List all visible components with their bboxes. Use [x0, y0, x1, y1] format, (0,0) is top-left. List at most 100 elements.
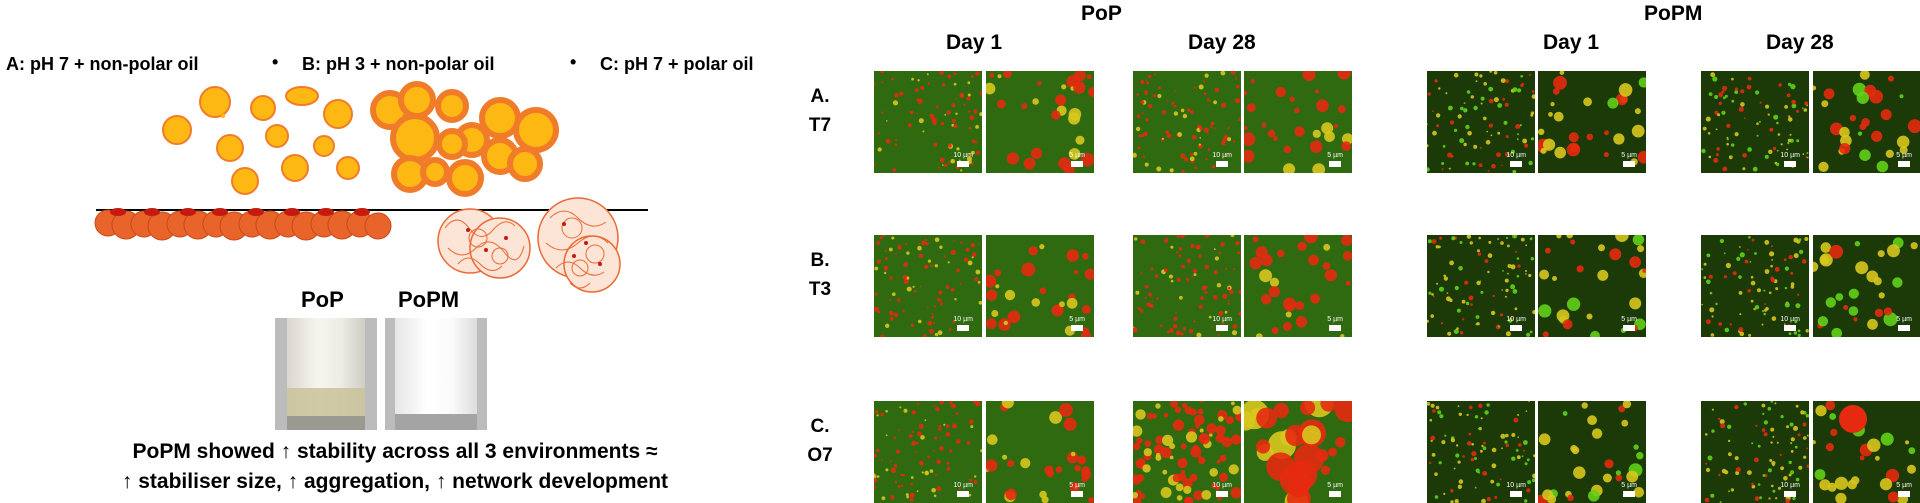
row-label-a: A. T7: [800, 82, 840, 140]
micrograph-tile: 10 µm: [874, 235, 982, 337]
group-label-popm: PoPM: [1644, 2, 1702, 26]
scale-bar-line: [1071, 161, 1083, 167]
scale-bar-label: 5 µm: [1069, 152, 1085, 160]
scale-bar-line: [1784, 325, 1796, 331]
legend-b: B: pH 3 + non-polar oil: [302, 54, 495, 75]
micrograph-tile: 10 µm: [874, 71, 982, 173]
scale-bar: 10 µm: [1780, 152, 1800, 167]
scale-bar-label: 5 µm: [1069, 482, 1085, 490]
scale-bar: 5 µm: [1896, 316, 1912, 331]
scale-bar-label: 5 µm: [1069, 316, 1085, 324]
scale-bar: 5 µm: [1621, 482, 1637, 497]
group-label-pop: PoP: [1081, 2, 1122, 26]
row-label-b: B. T3: [800, 246, 840, 304]
scale-bar-label: 10 µm: [1212, 316, 1232, 324]
scale-bar-line: [1898, 161, 1910, 167]
scale-bar-label: 5 µm: [1896, 482, 1912, 490]
scale-bar-line: [1623, 325, 1635, 331]
scale-bar-label: 10 µm: [953, 316, 973, 324]
row-code: T7: [800, 111, 840, 140]
micrograph-tile: 5 µm: [1244, 235, 1352, 337]
micrograph-tile: 5 µm: [1813, 401, 1920, 503]
scale-bar: 10 µm: [953, 482, 973, 497]
scale-bar: 5 µm: [1621, 152, 1637, 167]
scale-bar-line: [957, 325, 969, 331]
scale-bar: 10 µm: [1506, 482, 1526, 497]
scale-bar-line: [1510, 325, 1522, 331]
micrograph-tile: 5 µm: [1244, 401, 1352, 503]
micrograph-tile: 10 µm: [1133, 235, 1241, 337]
scale-bar-label: 5 µm: [1621, 316, 1637, 324]
micrograph-tile: 10 µm: [1427, 401, 1535, 503]
micrograph-tile: 10 µm: [1701, 235, 1809, 337]
conclusion-line-1: PoPM showed ↑ stability across all 3 env…: [0, 437, 790, 467]
row-label-c: C. O7: [800, 412, 840, 470]
scale-bar-label: 5 µm: [1327, 482, 1343, 490]
row-letter: B.: [800, 246, 840, 275]
scale-bar-label: 10 µm: [1506, 316, 1526, 324]
scale-bar: 10 µm: [953, 152, 973, 167]
scale-bar: 5 µm: [1327, 152, 1343, 167]
micrograph-tile: 10 µm: [1133, 401, 1241, 503]
scale-bar: 5 µm: [1069, 152, 1085, 167]
micrograph-tile: 10 µm: [1427, 235, 1535, 337]
scale-bar: 10 µm: [1780, 482, 1800, 497]
legend-a: A: pH 7 + non-polar oil: [6, 54, 199, 75]
scale-bar: 5 µm: [1069, 316, 1085, 331]
scale-bar: 10 µm: [1780, 316, 1800, 331]
scale-bar-line: [1510, 161, 1522, 167]
micrograph-tile: 5 µm: [1538, 401, 1646, 503]
scale-bar-label: 10 µm: [1506, 152, 1526, 160]
scale-bar-label: 10 µm: [953, 482, 973, 490]
micrograph-tile: 5 µm: [986, 71, 1094, 173]
legend-separator: •: [272, 52, 278, 73]
oil-droplets-small: [163, 87, 359, 194]
scale-bar: 5 µm: [1621, 316, 1637, 331]
scale-bar-label: 5 µm: [1621, 482, 1637, 490]
micrograph-tile: 5 µm: [1813, 235, 1920, 337]
vial-label-pop: PoP: [301, 287, 344, 313]
legend-separator: •: [570, 52, 576, 73]
conclusion-line-2: ↑ stabiliser size, ↑ aggregation, ↑ netw…: [0, 467, 790, 497]
row-letter: C.: [800, 412, 840, 441]
legend-c: C: pH 7 + polar oil: [600, 54, 754, 75]
scale-bar-line: [1898, 325, 1910, 331]
vial-photo-pop: [275, 318, 377, 430]
scale-bar: 5 µm: [1327, 316, 1343, 331]
scale-bar-line: [957, 161, 969, 167]
scale-bar-line: [1216, 161, 1228, 167]
scale-bar-label: 5 µm: [1896, 316, 1912, 324]
scale-bar: 5 µm: [1896, 152, 1912, 167]
scale-bar-label: 10 µm: [953, 152, 973, 160]
vial-label-popm: PoPM: [398, 287, 459, 313]
scale-bar-label: 10 µm: [1780, 152, 1800, 160]
scale-bar-label: 5 µm: [1327, 316, 1343, 324]
micrograph-tile: 5 µm: [986, 401, 1094, 503]
micrograph-tile: 10 µm: [1427, 71, 1535, 173]
scale-bar-line: [1329, 161, 1341, 167]
scale-bar: 10 µm: [1212, 316, 1232, 331]
particle-row: [95, 210, 391, 240]
scale-bar-line: [1329, 325, 1341, 331]
scale-bar-line: [1784, 161, 1796, 167]
micrograph-tile: 5 µm: [986, 235, 1094, 337]
scale-bar-label: 10 µm: [1506, 482, 1526, 490]
day-label-pop-28: Day 28: [1188, 31, 1256, 55]
scale-bar-label: 10 µm: [1780, 316, 1800, 324]
micrograph-tile: 10 µm: [1701, 401, 1809, 503]
scale-bar-line: [1784, 491, 1796, 497]
scale-bar-line: [1216, 325, 1228, 331]
scale-bar: 10 µm: [1506, 152, 1526, 167]
scale-bar-line: [1623, 161, 1635, 167]
micrograph-tile: 5 µm: [1813, 71, 1920, 173]
micrograph-tile: 5 µm: [1538, 235, 1646, 337]
oil-droplets-large: [373, 84, 556, 194]
row-code: O7: [800, 441, 840, 470]
micrograph-tile: 10 µm: [1701, 71, 1809, 173]
scale-bar-line: [1216, 491, 1228, 497]
scale-bar-label: 5 µm: [1621, 152, 1637, 160]
scale-bar-line: [1329, 491, 1341, 497]
scale-bar-label: 5 µm: [1327, 152, 1343, 160]
day-label-popm-1: Day 1: [1543, 31, 1599, 55]
micrograph-tile: 10 µm: [874, 401, 982, 503]
